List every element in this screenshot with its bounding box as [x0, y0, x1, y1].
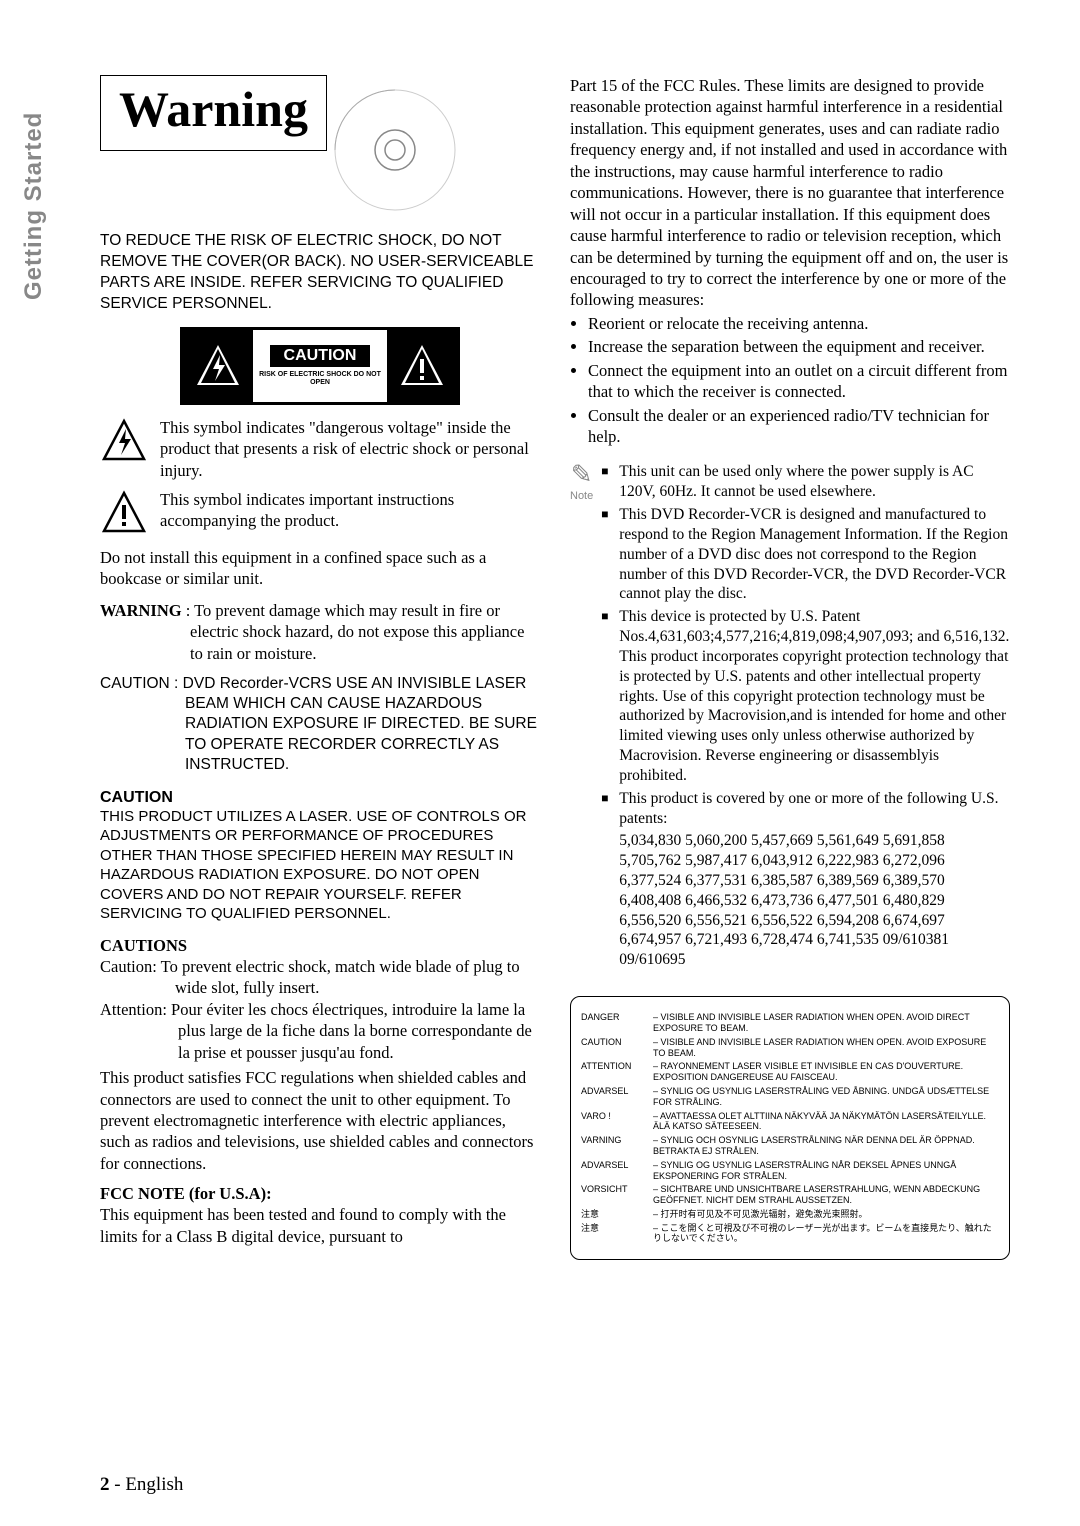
right-column: Part 15 of the FCC Rules. These limits a…: [570, 75, 1010, 1260]
laser-warning-label: VORSICHT: [581, 1184, 643, 1206]
exclaim-triangle-icon: [397, 341, 447, 391]
caution-plug-fr: Attention: Pour éviter les chocs électri…: [100, 999, 540, 1063]
left-column: Warning TO REDUCE THE RISK OF ELECTRIC S…: [100, 75, 540, 1260]
list-item: Reorient or relocate the receiving anten…: [588, 313, 1010, 334]
page-footer: 2 - English: [100, 1474, 183, 1496]
interference-measures-list: Reorient or relocate the receiving anten…: [570, 313, 1010, 448]
laser-warning-label: ADVARSEL: [581, 1160, 643, 1182]
page-language: English: [125, 1474, 183, 1495]
laser-warning-row: VORSICHT SICHTBARE UND UNSICHTBARE LASERS…: [581, 1184, 999, 1206]
list-item: Consult the dealer or an experienced rad…: [588, 405, 1010, 448]
laser-warning-text: 打开时有可见及不可见激光辐射，避免激光束照射。: [653, 1209, 999, 1220]
cautions-heading: CAUTIONS: [100, 936, 540, 956]
laser-warning-row: ADVARSEL SYNLIG OG USYNLIG LASERSTRÅLING …: [581, 1160, 999, 1182]
page-number: 2: [100, 1474, 110, 1495]
laser-warning-label: CAUTION: [581, 1037, 643, 1059]
warning-moisture: WARNING : To prevent damage which may re…: [100, 600, 540, 664]
laser-warning-text: VISIBLE AND INVISIBLE LASER RADIATION WH…: [653, 1012, 999, 1034]
laser-warning-label: 注意: [581, 1209, 643, 1220]
laser-warning-text: VISIBLE AND INVISIBLE LASER RADIATION WH…: [653, 1037, 999, 1059]
side-section-label: Getting Started: [20, 112, 48, 300]
fcc-shielded-text: This product satisfies FCC regulations w…: [100, 1067, 540, 1174]
caution-heading: CAUTION: [100, 789, 540, 807]
exclaim-triangle-icon: [100, 489, 148, 537]
shock-warning-text: TO REDUCE THE RISK OF ELECTRIC SHOCK, DO…: [100, 231, 540, 315]
laser-warning-label: ADVARSEL: [581, 1086, 643, 1108]
list-item: This unit can be used only where the pow…: [601, 462, 1010, 502]
laser-warning-label: VARO !: [581, 1111, 643, 1133]
laser-warning-row: DANGER VISIBLE AND INVISIBLE LASER RADIAT…: [581, 1012, 999, 1034]
caution-plug-en: Caution: To prevent electric shock, matc…: [100, 956, 540, 999]
laser-warning-label: VARNING: [581, 1135, 643, 1157]
list-item: This product is covered by one or more o…: [601, 789, 1010, 829]
laser-warning-text: SICHTBARE UND UNSICHTBARE LASERSTRAHLUNG…: [653, 1184, 999, 1206]
list-item: This DVD Recorder-VCR is designed and ma…: [601, 505, 1010, 604]
laser-warning-row: CAUTION VISIBLE AND INVISIBLE LASER RADIA…: [581, 1037, 999, 1059]
laser-warning-label: DANGER: [581, 1012, 643, 1034]
list-item: This device is protected by U.S. Patent …: [601, 607, 1010, 785]
fcc-note-heading: FCC NOTE (for U.S.A):: [100, 1184, 540, 1204]
laser-warning-label: ATTENTION: [581, 1061, 643, 1083]
laser-warning-text: AVATTAESSA OLET ALTTIINA NÄKYVÄÄ JA NÄKY…: [653, 1111, 999, 1133]
bolt-triangle-icon: [193, 341, 243, 391]
caution-laser-beam: CAUTION : DVD Recorder-VCRS USE AN INVIS…: [100, 674, 540, 775]
symbol-voltage-desc: This symbol indicates "dangerous voltage…: [160, 417, 540, 481]
symbol-instruction-desc: This symbol indicates important instruct…: [160, 489, 540, 532]
notes-list: This unit can be used only where the pow…: [601, 462, 1010, 828]
laser-caution-text: THIS PRODUCT UTILIZES A LASER. USE OF CO…: [100, 807, 540, 924]
laser-warning-text: SYNLIG OG USYNLIG LASERSTRÅLING NÅR DEKS…: [653, 1160, 999, 1182]
patents-list: 5,034,830 5,060,200 5,457,669 5,561,649 …: [601, 831, 1010, 970]
laser-warning-row: 注意打开时有可见及不可见激光辐射，避免激光束照射。: [581, 1209, 999, 1220]
caution-label-block: CAUTION RISK OF ELECTRIC SHOCK DO NOT OP…: [180, 327, 460, 405]
laser-warning-row: VARO ! AVATTAESSA OLET ALTTIINA NÄKYVÄÄ J…: [581, 1111, 999, 1133]
laser-warning-row: ATTENTION RAYONNEMENT LASER VISIBLE ET IN…: [581, 1061, 999, 1083]
fcc-note-body: This equipment has been tested and found…: [100, 1204, 540, 1247]
page-title: Warning: [100, 75, 327, 151]
list-item: Increase the separation between the equi…: [588, 336, 1010, 357]
laser-warning-row: ADVARSEL SYNLIG OG USYNLIG LASERSTRÅLING …: [581, 1086, 999, 1108]
laser-warning-text: ここを開くと可視及び不可視のレーザー光が出ます。ビームを直接見たり、触れたりしな…: [653, 1223, 999, 1245]
part15-text: Part 15 of the FCC Rules. These limits a…: [570, 75, 1010, 311]
laser-warning-box: DANGER VISIBLE AND INVISIBLE LASER RADIAT…: [570, 996, 1010, 1260]
caution-subtext: RISK OF ELECTRIC SHOCK DO NOT OPEN: [253, 371, 387, 386]
laser-warning-label: 注意: [581, 1223, 643, 1245]
bolt-triangle-icon: [100, 417, 148, 465]
list-item: Connect the equipment into an outlet on …: [588, 360, 1010, 403]
laser-warning-text: RAYONNEMENT LASER VISIBLE ET INVISIBLE E…: [653, 1061, 999, 1083]
note-icon: ✎ Note: [570, 459, 593, 970]
laser-warning-row: VARNING SYNLIG OCH OSYNLIG LASERSTRÅLNING…: [581, 1135, 999, 1157]
laser-warning-row: 注意ここを開くと可視及び不可視のレーザー光が出ます。ビームを直接見たり、触れたり…: [581, 1223, 999, 1245]
confined-space-text: Do not install this equipment in a confi…: [100, 547, 540, 590]
disc-graphic: [330, 85, 460, 215]
caution-badge: CAUTION: [270, 345, 371, 367]
laser-warning-text: SYNLIG OG USYNLIG LASERSTRÅLING VED ÅBNI…: [653, 1086, 999, 1108]
laser-warning-text: SYNLIG OCH OSYNLIG LASERSTRÅLNING NÄR DE…: [653, 1135, 999, 1157]
